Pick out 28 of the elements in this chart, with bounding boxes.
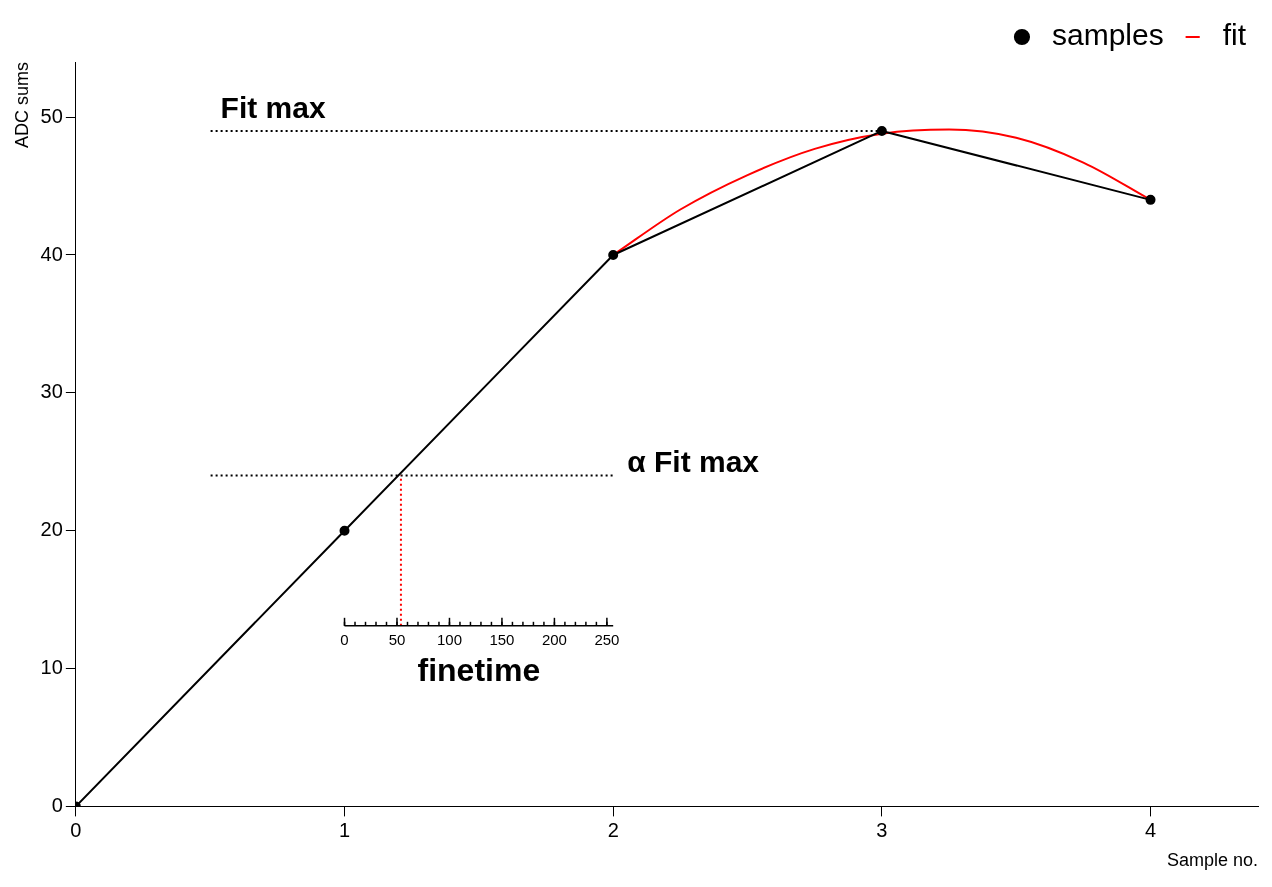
y-tick-label: 40 [40,242,63,265]
ref-line-label: α Fit max [627,444,760,478]
point [339,525,350,536]
ref-line-label: Fit max [220,91,326,125]
point [876,125,887,136]
legend-label: samples [1051,18,1164,52]
x2-tick-label: 0 [340,631,349,649]
y-tick-label: 10 [40,656,63,679]
legend-label: fit [1222,18,1247,52]
x-tick-label: 1 [338,818,351,841]
y-axis-title: ADC sums [11,62,32,149]
point [1145,194,1156,205]
x-tick-label: 2 [607,818,619,841]
x-axis-title: Sample no. [1166,850,1258,871]
y-tick-label: 20 [40,518,63,541]
y-tick-label: 0 [51,793,63,816]
x-tick-label: 0 [70,818,82,841]
y-tick-label: 30 [40,380,63,403]
x2-tick-label: 150 [489,631,515,649]
x2-tick-label: 250 [594,631,620,649]
point [608,249,619,260]
x2-axis-title: finetime [417,651,541,688]
x2-tick-label: 100 [436,631,462,649]
x2-tick-label: 50 [388,631,406,649]
y-tick-label: 50 [40,104,63,127]
x2-tick-label: 200 [541,631,567,649]
x-tick-label: 4 [1144,818,1157,841]
x-tick-label: 3 [876,818,888,841]
